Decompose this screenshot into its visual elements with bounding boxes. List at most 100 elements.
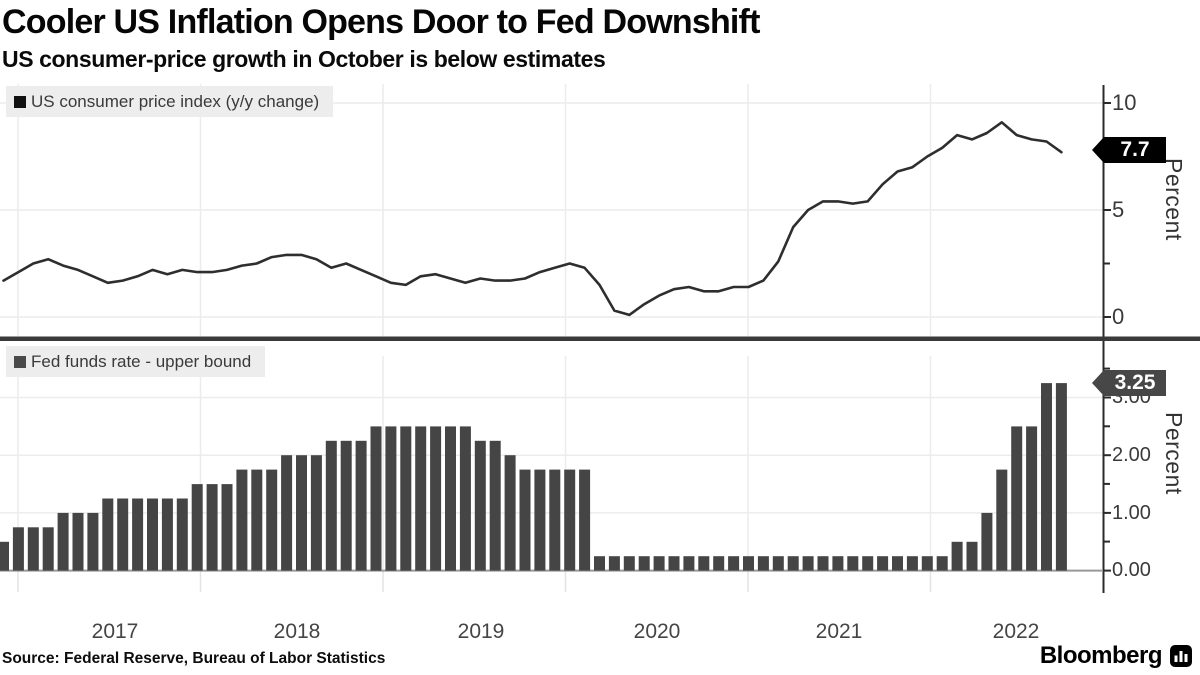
panel-divider — [0, 336, 1200, 341]
fed-funds-bar — [579, 469, 591, 571]
fed-funds-bar — [57, 512, 69, 571]
ytick-top-10: 10 — [1112, 90, 1137, 115]
legend-fed-funds: Fed funds rate - upper bound — [6, 346, 266, 377]
fed-funds-bars — [0, 383, 1067, 571]
fed-funds-bar — [1041, 383, 1052, 571]
ytick-top-0: 0 — [1112, 304, 1125, 329]
fed-funds-bar — [310, 455, 322, 571]
fed-funds-bar — [27, 527, 39, 571]
fed-funds-bar — [161, 498, 173, 571]
ytick-bot-2: 2.00 — [1112, 444, 1151, 466]
fed-funds-bar — [296, 455, 307, 571]
fed-funds-bar — [549, 469, 561, 571]
legend-fed-funds-label: Fed funds rate - upper bound — [31, 351, 252, 371]
ytick-bot-0: 0.00 — [1112, 559, 1151, 581]
fed-funds-bar — [713, 556, 725, 571]
fed-funds-bar — [191, 484, 203, 571]
fed-funds-bar — [936, 556, 948, 571]
fed-funds-bar — [862, 556, 874, 571]
fed-funds-bar — [474, 440, 486, 571]
fed-funds-bar — [12, 527, 24, 571]
fed-funds-bar — [1026, 426, 1038, 571]
cpi-line-series — [2, 121, 1063, 317]
bloomberg-wordmark: Bloomberg — [1039, 642, 1163, 669]
fed-funds-bar — [206, 484, 218, 571]
fed-funds-bar — [728, 556, 740, 571]
fed-funds-bar — [698, 556, 710, 571]
y-axis-title-top: Percent — [1161, 158, 1187, 241]
fed-funds-bar — [1011, 426, 1023, 571]
fed-funds-bar — [743, 556, 754, 571]
chart-subtitle: US consumer-price growth in October is b… — [2, 46, 606, 72]
fed-funds-bar — [489, 440, 501, 571]
fed-funds-bar — [266, 469, 278, 571]
fed-funds-bar — [564, 469, 576, 571]
fed-funds-bar — [400, 426, 412, 571]
fed-funds-bar — [996, 469, 1008, 571]
fed-funds-bar — [355, 440, 367, 571]
fed-funds-bar — [653, 556, 665, 571]
fed-funds-bar — [147, 498, 158, 571]
fed-funds-bar — [832, 556, 844, 571]
fed-funds-bar — [638, 556, 650, 571]
xtick-2020: 2020 — [633, 620, 681, 643]
fed-funds-bar — [504, 455, 516, 571]
y-axis-title-bottom: Percent — [1161, 412, 1187, 495]
fed-funds-bar — [0, 541, 9, 571]
fed-funds-bar — [415, 426, 427, 571]
fed-funds-bar — [281, 455, 293, 571]
fed-funds-bar — [42, 527, 54, 571]
fed-funds-bar — [325, 440, 337, 571]
fed-funds-bar — [72, 512, 84, 571]
fed-funds-bar — [847, 556, 859, 571]
last-value-tag-fed: 3.25 — [1092, 370, 1166, 396]
fed-funds-bar — [921, 556, 933, 571]
bloomberg-brand: Bloomberg — [1040, 642, 1192, 670]
fed-funds-bar — [668, 556, 680, 571]
fed-funds-bar — [430, 426, 442, 571]
fed-funds-bar — [519, 469, 531, 571]
fed-funds-bar — [459, 426, 471, 571]
fed-funds-bar — [594, 556, 605, 571]
fed-funds-bar — [132, 498, 144, 571]
fed-funds-bar — [951, 541, 963, 571]
fed-funds-bar — [236, 469, 248, 571]
fed-funds-bar — [757, 556, 769, 571]
xtick-2019: 2019 — [457, 620, 505, 643]
fed-funds-bar — [87, 512, 99, 571]
fed-funds-bar — [966, 541, 978, 571]
fed-funds-bar — [340, 440, 352, 571]
fed-funds-bar — [221, 484, 233, 571]
fed-funds-bar — [251, 469, 263, 571]
fed-funds-bar — [385, 426, 397, 571]
fed-funds-bar — [817, 556, 829, 571]
fed-funds-bar — [102, 498, 114, 571]
fed-funds-bar — [445, 426, 456, 571]
xtick-2022: 2022 — [992, 620, 1040, 643]
xtick-2021: 2021 — [815, 620, 863, 643]
xtick-2018: 2018 — [273, 620, 321, 643]
fed-funds-bar — [370, 426, 382, 571]
fed-funds-bar — [534, 469, 546, 571]
fed-funds-bar — [877, 556, 889, 571]
chart-title: Cooler US Inflation Opens Door to Fed Do… — [2, 3, 760, 41]
source-credit: Source: Federal Reserve, Bureau of Labor… — [2, 650, 386, 667]
fed-funds-bar — [176, 498, 188, 571]
fed-funds-bar — [772, 556, 784, 571]
bloomberg-icon — [1170, 645, 1192, 667]
fed-funds-bar — [623, 556, 635, 571]
fed-funds-bar — [608, 556, 620, 571]
fed-funds-bar — [117, 498, 129, 571]
fed-funds-bar — [802, 556, 814, 571]
ytick-bot-1: 1.00 — [1112, 502, 1151, 524]
legend-square-icon — [14, 95, 26, 108]
horizontal-gridlines-top — [0, 102, 1103, 318]
fed-funds-bar — [1055, 383, 1067, 571]
fed-funds-bar — [683, 556, 695, 571]
fed-funds-bar — [787, 556, 799, 571]
last-value-tag-cpi: 7.7 — [1092, 137, 1166, 163]
ytick-top-5: 5 — [1112, 197, 1125, 222]
legend-square-icon — [14, 355, 26, 368]
